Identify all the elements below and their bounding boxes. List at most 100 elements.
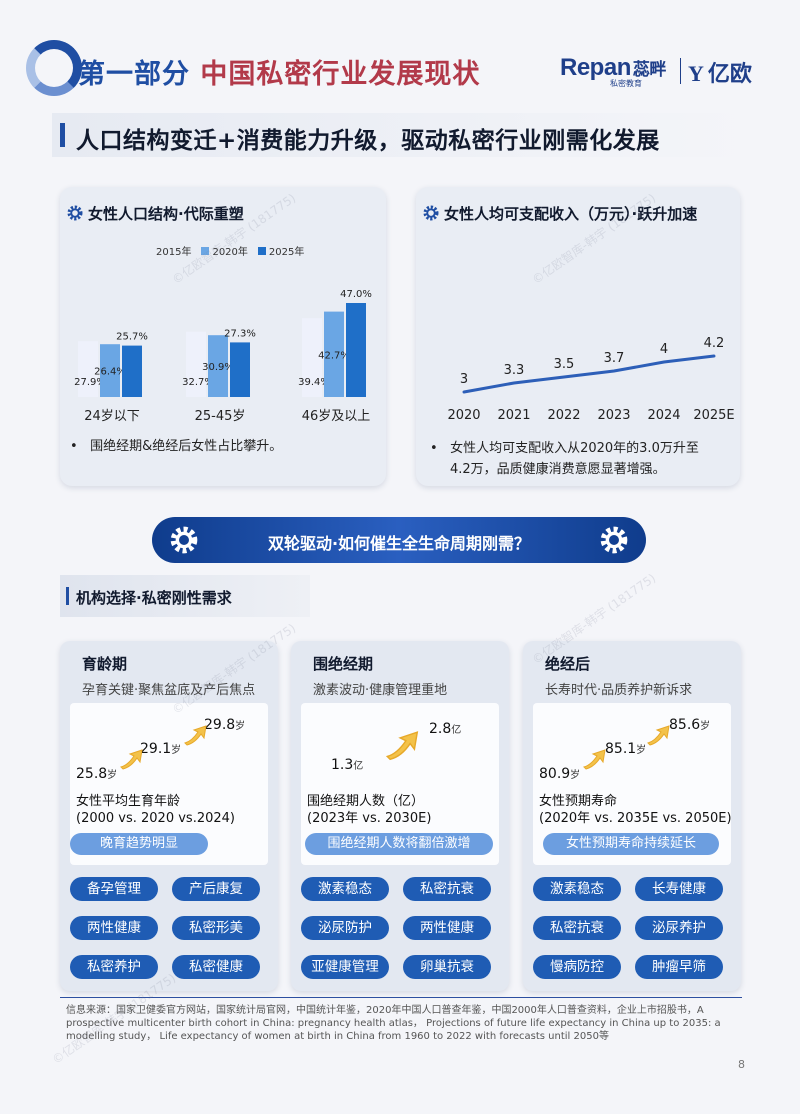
section-heading: 机构选择·私密刚性需求 <box>60 575 310 617</box>
legend-item: 2025年 <box>257 243 304 258</box>
metric-value: 85.1岁 <box>605 741 647 757</box>
population-bullet: • 围绝经期&绝经后女性占比攀升。 <box>70 439 283 454</box>
service-tag: 两性健康 <box>70 916 158 940</box>
bar <box>100 344 120 397</box>
up-arrow-icon <box>647 725 670 746</box>
bar-value-label: 32.7% <box>182 377 214 388</box>
x-tick-label: 2020 <box>447 408 480 423</box>
service-tag: 卵巢抗衰 <box>403 955 491 979</box>
income-line <box>462 354 716 394</box>
metric-value: 85.6岁 <box>669 717 711 733</box>
subtitle: 人口结构变迁+消费能力升级，驱动私密行业刚需化发展 <box>76 128 660 154</box>
line-value-label: 4 <box>660 342 668 357</box>
card-childbearing: 育龄期 孕育关键·聚焦盆底及产后焦点 25.8岁 29.1岁 29.8岁 女性平… <box>60 641 278 991</box>
service-tag: 私密养护 <box>70 955 158 979</box>
gear-icon <box>170 526 198 554</box>
card-postmenopause: 绝经后 长寿时代·品质养护新诉求 80.9岁 85.1岁 85.6岁 女性预期寿… <box>523 641 741 991</box>
service-tag: 备孕管理 <box>70 877 158 901</box>
dual-drive-banner: 双轮驱动·如何催生全生命周期刚需？ <box>152 517 646 563</box>
bar-value-label: 42.7% <box>318 350 350 361</box>
metric-label: 围绝经期人数（亿） (2023年 vs. 2030E) <box>307 794 432 826</box>
population-panel-title: 女性人口结构·代际重塑 <box>88 203 244 227</box>
metric-label: 女性预期寿命 (2020年 vs. 2035E vs. 2050E) <box>539 794 732 826</box>
line-value-label: 3.5 <box>554 357 575 372</box>
card-title: 育龄期 <box>82 655 128 673</box>
card-title: 围绝经期 <box>313 655 374 673</box>
bar-value-label: 26.4% <box>94 367 126 378</box>
highlight-pill: 女性预期寿命持续延长 <box>543 833 719 855</box>
metric-value: 2.8亿 <box>429 721 462 737</box>
legend-item: 2015年 <box>156 247 192 258</box>
banner-text: 双轮驱动·如何催生全生命周期刚需？ <box>267 534 531 553</box>
line-value-label: 3.7 <box>604 351 625 366</box>
service-tag: 长寿健康 <box>635 877 723 901</box>
highlight-pill: 围绝经期人数将翻倍激增 <box>305 833 493 855</box>
line-value-label: 3 <box>460 372 468 387</box>
bar <box>346 303 366 397</box>
section-ring-icon <box>26 40 82 96</box>
service-tag: 泌尿养护 <box>635 916 723 940</box>
service-tag: 私密抗衰 <box>533 916 621 940</box>
x-tick-label: 2025E <box>693 408 734 423</box>
bar <box>324 311 344 397</box>
service-tag: 肿瘤早筛 <box>635 955 723 979</box>
bar-value-label: 39.4% <box>298 377 330 388</box>
service-tag: 两性健康 <box>403 916 491 940</box>
x-tick-label: 24岁以下 <box>84 409 140 424</box>
bar-value-label: 25.7% <box>116 332 148 343</box>
service-tag: 私密形美 <box>172 916 260 940</box>
bar <box>186 331 206 397</box>
card-subtitle: 长寿时代·品质养护新诉求 <box>545 683 693 698</box>
metric-value: 1.3亿 <box>331 757 364 773</box>
title-part: 第一部分 <box>78 59 190 90</box>
card-title: 绝经后 <box>545 655 591 673</box>
page-title: 第一部分 中国私密行业发展现状 <box>78 52 480 91</box>
x-tick-label: 2024 <box>647 408 680 423</box>
income-panel-title: 女性人均可支配收入（万元）·跃升加速 <box>444 203 697 227</box>
footer-divider <box>60 997 742 998</box>
service-tag: 泌尿防护 <box>301 916 389 940</box>
yiou-logo: Y 亿欧 <box>688 61 752 87</box>
line-value-label: 4.2 <box>704 336 725 351</box>
bar-value-label: 47.0% <box>340 289 372 300</box>
x-tick-label: 2023 <box>597 408 630 423</box>
logo-divider <box>680 58 681 84</box>
x-tick-label: 2022 <box>547 408 580 423</box>
service-tag: 私密抗衰 <box>403 877 491 901</box>
title-main: 中国私密行业发展现状 <box>200 59 481 90</box>
service-tag: 慢病防控 <box>533 955 621 979</box>
metric-label: 女性平均生育年龄 (2000 vs. 2020 vs.2024) <box>76 794 235 826</box>
income-bullet: • 女性人均可支配收入从2020年的3.0万升至 4.2万，品质健康消费意愿显著… <box>430 441 699 477</box>
service-tag: 亚健康管理 <box>301 955 389 979</box>
source-note: 信息来源：国家卫健委官方网站，国家统计局官网，中国统计年鉴，2020年中国人口普… <box>66 1005 721 1042</box>
card-subtitle: 激素波动·健康管理重地 <box>313 683 448 698</box>
line-value-label: 3.3 <box>504 363 525 378</box>
service-tag: 激素稳态 <box>533 877 621 901</box>
gear-icon <box>600 526 628 554</box>
metric-value: 29.8岁 <box>204 717 246 733</box>
x-tick-label: 2021 <box>497 408 530 423</box>
service-tag: 激素稳态 <box>301 877 389 901</box>
x-tick-label: 25-45岁 <box>195 409 246 424</box>
repan-logo-sub: 私密教育 <box>610 79 642 88</box>
subtitle-bar: 人口结构变迁+消费能力升级，驱动私密行业刚需化发展 <box>52 113 752 157</box>
chart-legend: 2015年 2020年 2025年 <box>156 243 304 258</box>
income-line-chart: 3 3.3 3.5 3.7 4 4.2 2020 2021 2022 2023 2024 2025E <box>447 336 734 423</box>
card-perimenopause: 围绝经期 激素波动·健康管理重地 1.3亿 2.8亿 围绝经期人数（亿） (202… <box>291 641 509 991</box>
gear-icon <box>423 205 439 221</box>
bar <box>208 335 228 397</box>
up-arrow-icon <box>120 749 143 770</box>
card-subtitle: 孕育关键·聚焦盆底及产后焦点 <box>82 683 256 698</box>
legend-item: 2020年 <box>201 243 248 258</box>
highlight-pill: 晚育趋势明显 <box>70 833 208 855</box>
bar <box>78 341 98 397</box>
up-arrow-icon <box>184 725 207 746</box>
bar <box>122 345 142 397</box>
service-tag: 私密健康 <box>172 955 260 979</box>
population-bar-chart: 27.9%26.4% 25.7% 24岁以下 32.7% 30.9% 27.3% 25-45… <box>74 289 372 424</box>
service-tag: 产后康复 <box>172 877 260 901</box>
metric-value: 25.8岁 <box>76 766 118 782</box>
page-number: 8 <box>738 1058 745 1071</box>
repan-logo: Repan 蕊畔 <box>560 54 666 81</box>
